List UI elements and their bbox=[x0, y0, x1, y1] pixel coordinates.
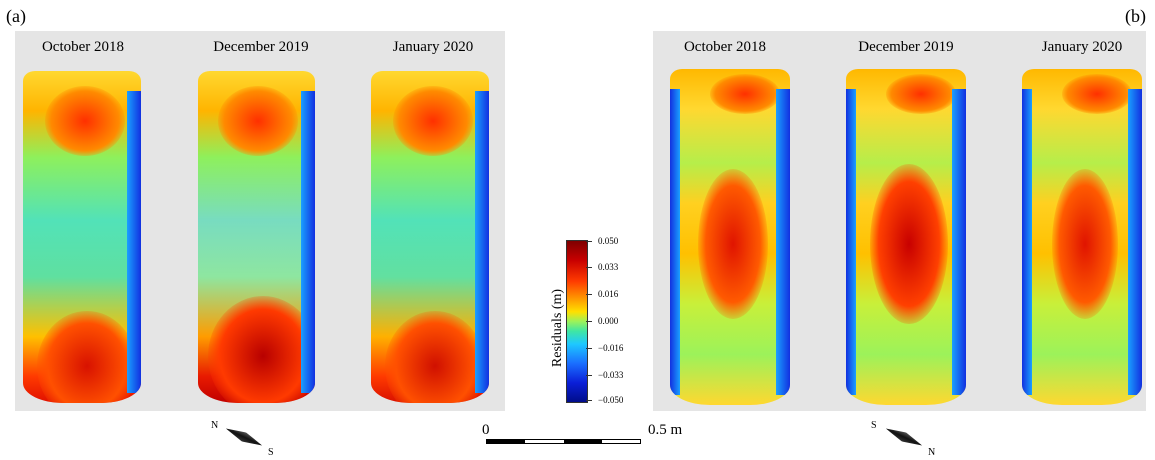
colorbar-title: Residuals (m) bbox=[550, 288, 565, 368]
panel-b: October 2018 December 2019 January 2020 bbox=[653, 31, 1146, 411]
panel-b-orientation-compass: S N bbox=[870, 416, 940, 460]
panel-b-label: (b) bbox=[1125, 6, 1146, 26]
panel-b-col-1-title: October 2018 bbox=[683, 39, 767, 55]
compass-b-end-label: N bbox=[928, 447, 936, 458]
colorbar-tick-label: −0.033 bbox=[598, 370, 624, 380]
panel-b-surface-3 bbox=[1022, 69, 1142, 405]
colorbar-tick-label: −0.016 bbox=[598, 343, 624, 353]
panel-a-surface-1 bbox=[23, 71, 141, 403]
colorbar-tick-label: 0.050 bbox=[598, 236, 619, 246]
panel-b-surface-1 bbox=[670, 69, 790, 405]
panel-a-surface-3 bbox=[371, 71, 489, 403]
panel-a-orientation-compass: N S bbox=[210, 416, 280, 460]
colorbar bbox=[566, 240, 588, 403]
scalebar-start-label: 0 bbox=[482, 422, 490, 438]
panel-a-col-2-title: December 2019 bbox=[213, 39, 309, 55]
scalebar-segment bbox=[563, 440, 602, 443]
colorbar-tick-label: 0.000 bbox=[598, 316, 619, 326]
colorbar-tickmark bbox=[586, 294, 592, 295]
panel-a-label: (a) bbox=[6, 6, 26, 26]
panel-a-surface-2 bbox=[198, 71, 315, 403]
colorbar-tickmark bbox=[586, 400, 592, 401]
compass-a-start-label: N bbox=[211, 420, 219, 431]
colorbar-tickmark bbox=[586, 375, 592, 376]
colorbar-tick-label: −0.050 bbox=[598, 395, 624, 405]
scalebar-end-label: 0.5 m bbox=[648, 422, 683, 438]
compass-b-start-label: S bbox=[871, 420, 877, 431]
colorbar-tickmark bbox=[586, 321, 592, 322]
panel-a: October 2018 December 2019 January 2020 bbox=[15, 31, 505, 411]
compass-needle-icon bbox=[224, 424, 264, 450]
scale-bar bbox=[486, 439, 641, 444]
compass-a-end-label: S bbox=[268, 447, 274, 458]
colorbar-tick-label: 0.016 bbox=[598, 289, 619, 299]
scalebar-segment bbox=[487, 440, 526, 443]
panel-b-surface-2 bbox=[846, 69, 966, 405]
colorbar-tick-label: 0.033 bbox=[598, 262, 619, 272]
panel-a-col-1-title: October 2018 bbox=[41, 39, 125, 55]
panel-b-col-2-title: December 2019 bbox=[858, 39, 954, 55]
panel-a-col-3-title: January 2020 bbox=[392, 39, 474, 55]
colorbar-tickmark bbox=[586, 267, 592, 268]
panel-b-col-3-title: January 2020 bbox=[1041, 39, 1123, 55]
colorbar-tickmark bbox=[586, 241, 592, 242]
compass-needle-icon bbox=[884, 424, 924, 450]
colorbar-tickmark bbox=[586, 348, 592, 349]
scalebar-segment bbox=[601, 440, 640, 443]
scalebar-segment bbox=[525, 440, 564, 443]
